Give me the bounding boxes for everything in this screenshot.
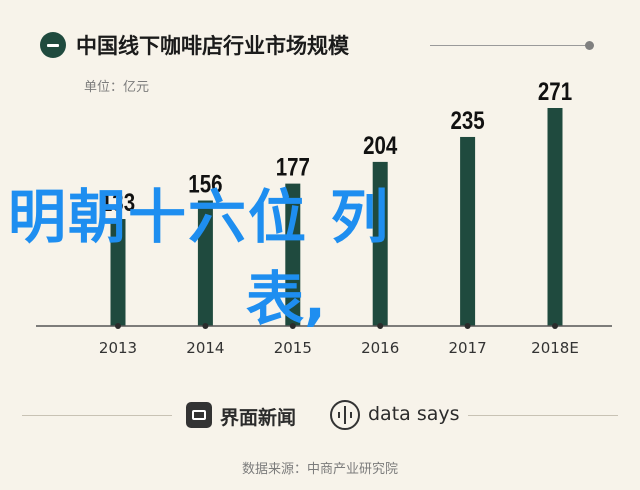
x-tick-label-2013: 2013 — [99, 339, 137, 357]
x-tick-2018E — [552, 323, 558, 329]
source-note: 数据来源：中商产业研究院 — [241, 462, 398, 477]
value-label-2017: 235 — [450, 106, 484, 134]
bar-2014 — [197, 200, 213, 326]
footer-rule-right — [468, 415, 618, 416]
value-label-2018E: 271 — [538, 77, 572, 105]
x-tick-2014 — [202, 323, 209, 329]
x-tick-2013 — [115, 323, 121, 329]
brand-data-says: data says — [368, 403, 460, 425]
jiemian-logo-icon — [186, 402, 212, 428]
title-rule — [430, 45, 588, 46]
chart-title: 中国线下咖啡店行业市场规模 — [76, 34, 349, 58]
x-tick-2017 — [464, 323, 471, 329]
value-label-2014: 156 — [188, 170, 222, 198]
x-tick-label-2015: 2015 — [274, 339, 312, 357]
x-tick-2015 — [289, 323, 296, 329]
x-tick-label-2016: 2016 — [361, 339, 399, 357]
x-tick-2016 — [377, 323, 384, 329]
data-says-logo-icon — [330, 400, 360, 430]
value-label-2016: 204 — [363, 131, 397, 159]
bar-2018E — [547, 108, 563, 326]
x-tick-label-2014: 2014 — [186, 339, 224, 357]
chart-header: 中国线下咖啡店行业市场规模 — [38, 28, 598, 62]
bar-2013 — [110, 219, 126, 326]
unit-label: 单位：亿元 — [84, 80, 150, 95]
bar-2016 — [372, 161, 388, 326]
footer-rule-left — [22, 415, 172, 416]
title-rule-end-icon — [585, 41, 594, 50]
bar-2017 — [460, 136, 476, 326]
bar-chart: 133 156 177 204 235 271 2013 2014 2015 2016 2017 20… — [36, 77, 612, 357]
x-tick-label-2018E: 2018E — [531, 339, 579, 357]
title-dash-icon — [40, 32, 66, 58]
bar-2015 — [285, 183, 301, 326]
footer-brands: 界面新闻 data says — [0, 396, 640, 436]
value-label-2013: 133 — [101, 188, 135, 216]
brand-jiemian: 界面新闻 — [220, 407, 297, 429]
x-tick-label-2017: 2017 — [449, 339, 487, 357]
value-label-2015: 177 — [276, 153, 310, 181]
